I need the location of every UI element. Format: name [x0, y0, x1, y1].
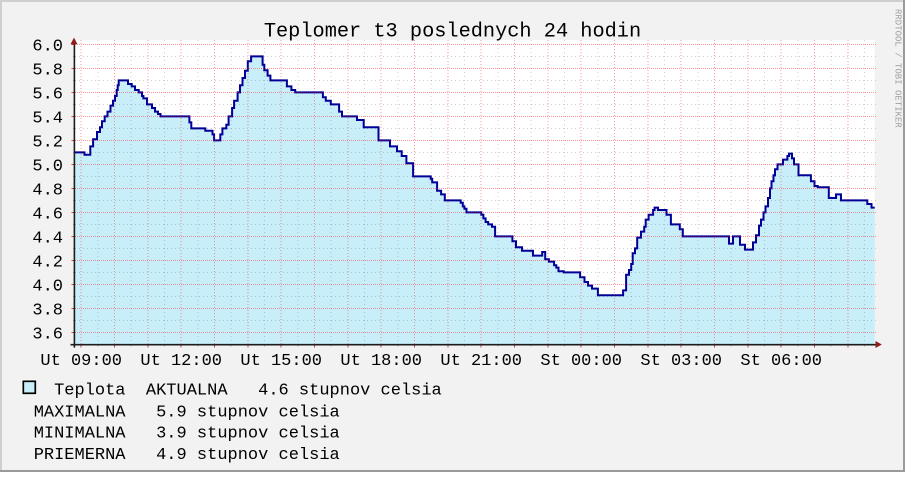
svg-text:Teplota AKTUALNA 4.6 stupno: Teplota AKTUALNA 4.6 stupnov celsia	[54, 382, 442, 401]
svg-text:Ut 09:00: Ut 09:00	[40, 352, 122, 371]
svg-text:6.0: 6.0	[32, 37, 63, 56]
svg-text:St 00:00: St 00:00	[540, 352, 622, 371]
svg-text:RRDTOOL / TOBI OETIKER: RRDTOOL / TOBI OETIKER	[893, 9, 903, 128]
svg-text:5.6: 5.6	[32, 85, 63, 104]
svg-text:5.4: 5.4	[32, 109, 63, 128]
svg-text:St 03:00: St 03:00	[640, 352, 722, 371]
svg-text:4.8: 4.8	[32, 181, 63, 200]
svg-text:PRIEMERNA 4.9 stupnov celsia: PRIEMERNA 4.9 stupnov celsia	[34, 446, 340, 465]
svg-text:Ut 15:00: Ut 15:00	[240, 352, 322, 371]
svg-text:3.6: 3.6	[32, 325, 63, 344]
svg-text:Teplomer t3 poslednych 24 hodi: Teplomer t3 poslednych 24 hodin	[264, 21, 641, 44]
svg-text:4.0: 4.0	[32, 277, 63, 296]
svg-text:4.2: 4.2	[32, 253, 63, 272]
svg-text:5.0: 5.0	[32, 157, 63, 176]
svg-text:MINIMALNA 3.9 stupnov celsia: MINIMALNA 3.9 stupnov celsia	[34, 425, 340, 444]
svg-text:5.8: 5.8	[32, 61, 63, 80]
svg-text:MAXIMALNA 5.9 stupnov celsia: MAXIMALNA 5.9 stupnov celsia	[34, 403, 340, 422]
svg-text:St 06:00: St 06:00	[740, 352, 822, 371]
svg-text:Ut 21:00: Ut 21:00	[440, 352, 522, 371]
svg-text:3.8: 3.8	[32, 301, 63, 320]
svg-text:Ut 12:00: Ut 12:00	[140, 352, 222, 371]
svg-text:4.4: 4.4	[32, 229, 63, 248]
svg-text:Ut 18:00: Ut 18:00	[340, 352, 422, 371]
svg-text:4.6: 4.6	[32, 205, 63, 224]
svg-text:5.2: 5.2	[32, 133, 63, 152]
